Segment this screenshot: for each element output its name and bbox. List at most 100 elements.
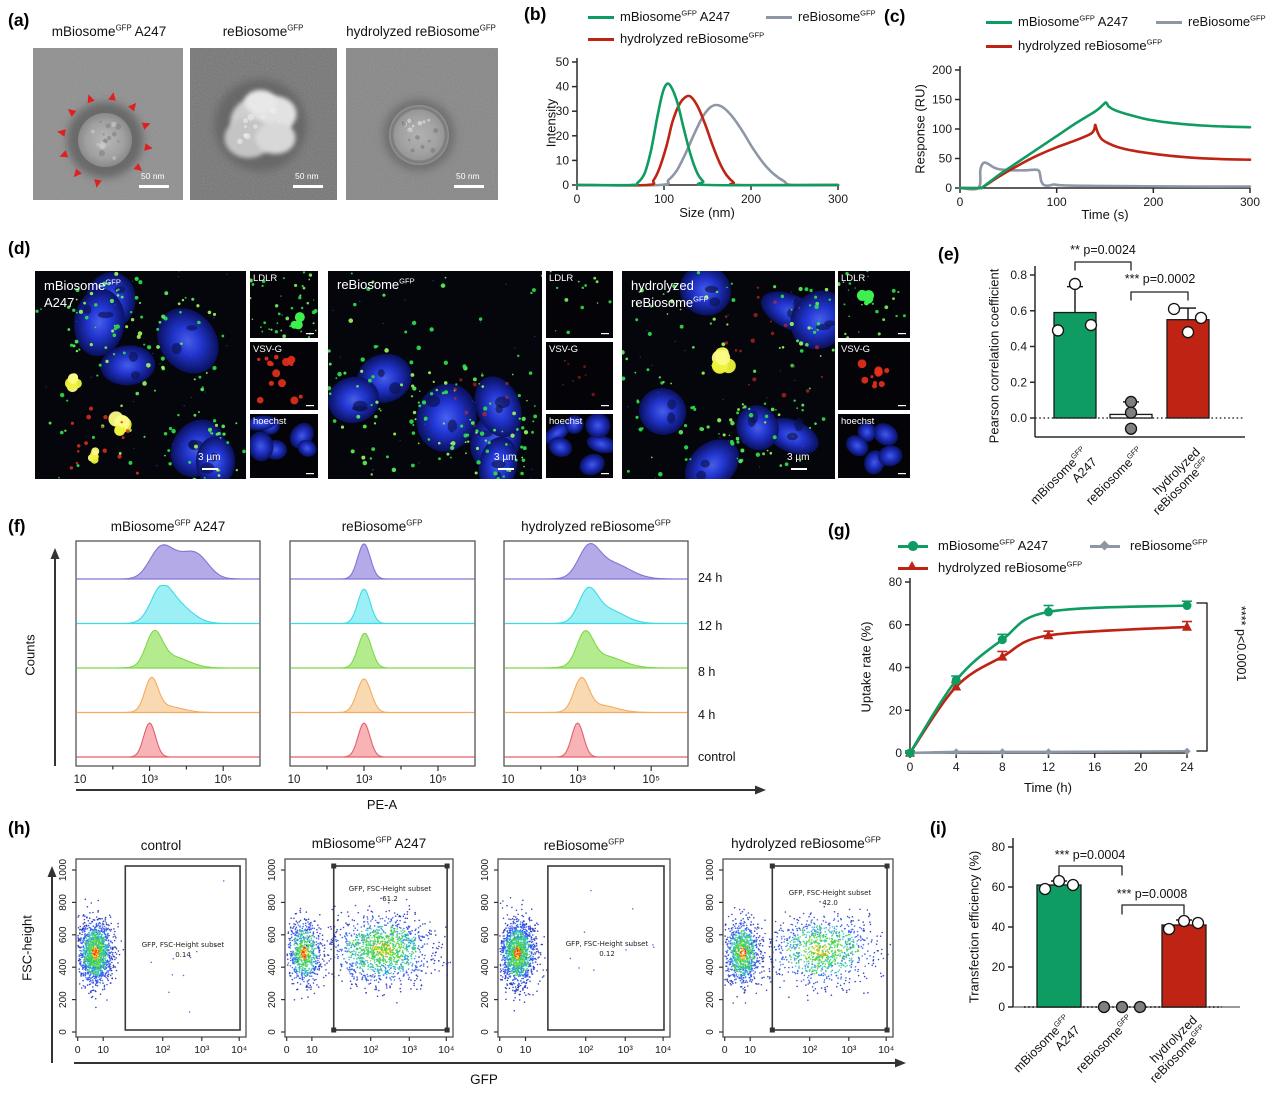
svg-text:20: 20 — [889, 703, 903, 717]
svg-text:0.0: 0.0 — [1010, 411, 1027, 425]
svg-text:60: 60 — [992, 880, 1006, 894]
legend-swatch-gray — [766, 16, 792, 20]
svg-text:100: 100 — [1047, 195, 1067, 209]
svg-text:20: 20 — [1134, 760, 1148, 774]
em-title-mbiosome: mBiosomeGFP A247 — [51, 23, 167, 39]
svg-text:0: 0 — [58, 1029, 69, 1035]
gate-value-4: 42.0 — [822, 899, 838, 907]
gate-label-1: GFP, FSC-Height subset — [141, 941, 225, 949]
i-ylabel: Transfection efficiency (%) — [966, 850, 982, 1004]
g-xlabel: Time (h) — [1024, 780, 1072, 795]
inset-hoechst-2 — [546, 414, 613, 478]
svg-text:200: 200 — [932, 63, 952, 77]
g-ylabel: Uptake rate (%) — [858, 621, 874, 713]
i-sig-1: *** p=0.0004 — [1054, 848, 1126, 862]
gate-value-1: 0.14 — [175, 951, 191, 959]
scatter-dots-4 — [724, 901, 892, 1004]
legend-marker-circle — [908, 541, 918, 551]
svg-text:10²: 10² — [363, 1044, 379, 1056]
svg-text:0: 0 — [75, 1044, 81, 1056]
svg-text:0: 0 — [480, 1029, 491, 1035]
svg-text:100: 100 — [654, 192, 674, 206]
scalebar-3 — [454, 185, 484, 188]
chart-e: 0.0 0.2 0.4 0.6 0.8 — [1010, 261, 1245, 438]
svg-text:80: 80 — [889, 575, 903, 589]
f-row-control: control — [698, 750, 736, 764]
svg-text:10²: 10² — [802, 1044, 818, 1056]
legend-swatch-gray — [1156, 21, 1182, 25]
f-row-12h: 12 h — [698, 619, 723, 633]
svg-text:0.4: 0.4 — [1010, 340, 1027, 354]
svg-text:10⁴: 10⁴ — [231, 1044, 247, 1056]
svg-text:40: 40 — [556, 80, 570, 94]
svg-text:40: 40 — [889, 661, 903, 675]
f-title-1: mBiosomeGFP A247 — [110, 518, 226, 534]
svg-text:4: 4 — [953, 760, 960, 774]
svg-text:8: 8 — [999, 760, 1006, 774]
svg-text:0: 0 — [907, 760, 914, 774]
svg-text:800: 800 — [267, 894, 278, 911]
gate-value-2: 61.2 — [382, 895, 398, 903]
legend-c-rebiosome: reBiosomeGFP — [1188, 13, 1266, 29]
svg-text:0: 0 — [705, 1029, 716, 1035]
h-ylabel: FSC-height — [19, 915, 35, 981]
inset-hoechst-3 — [838, 414, 910, 478]
svg-text:800: 800 — [58, 894, 69, 911]
f-row-8h: 8 h — [698, 665, 716, 679]
svg-text:10⁵: 10⁵ — [214, 774, 232, 786]
svg-text:10³: 10³ — [569, 774, 586, 786]
c-ylabel: Response (RU) — [912, 84, 928, 174]
inset-ldlr-2 — [546, 271, 613, 338]
svg-text:20: 20 — [992, 960, 1006, 974]
svg-text:0: 0 — [562, 178, 569, 192]
svg-text:400: 400 — [705, 958, 716, 975]
chart-b: 0 10 20 30 40 50 0 100 200 300 — [556, 55, 849, 206]
f-xlabel: PE-A — [366, 797, 398, 812]
gate-value-3: 0.12 — [599, 950, 615, 958]
svg-text:100: 100 — [932, 122, 952, 136]
svg-text:10³: 10³ — [841, 1044, 857, 1056]
confocal-scalebar-label-1: 3 µm — [198, 452, 221, 463]
svg-text:0: 0 — [267, 1029, 278, 1035]
panel-g-label: (g) — [828, 520, 851, 540]
svg-text:0.6: 0.6 — [1010, 304, 1027, 318]
confocal-label-1: mBiosomeGFP A247 — [44, 277, 121, 310]
scatter-dots-3 — [499, 889, 655, 1012]
chart-g: 0 20 40 60 80 0 4 8 12 16 20 24 — [889, 575, 1208, 774]
f-title-2: reBiosomeGFP — [341, 518, 423, 534]
legend-b-hydrolyzed: hydrolyzed reBiosomeGFP — [620, 30, 765, 46]
inset-vsvg-3 — [838, 342, 910, 410]
scalebar-label-1: 50 nm — [141, 171, 165, 181]
svg-text:10: 10 — [556, 153, 570, 167]
h-title-control: control — [140, 838, 182, 853]
svg-text:0: 0 — [284, 1044, 290, 1056]
inset-label-vsvg: VSV-G — [841, 344, 871, 355]
svg-text:10³: 10³ — [141, 774, 158, 786]
confocal-main-3 — [622, 271, 835, 479]
svg-text:10: 10 — [97, 1044, 109, 1056]
svg-text:200: 200 — [267, 991, 278, 1008]
legend-b-rebiosome: reBiosomeGFP — [798, 8, 876, 24]
f-ylabel: Counts — [22, 634, 38, 676]
svg-text:400: 400 — [480, 958, 491, 975]
svg-text:10³: 10³ — [618, 1044, 634, 1056]
svg-text:0: 0 — [998, 1000, 1005, 1014]
svg-text:300: 300 — [1240, 195, 1260, 209]
svg-text:150: 150 — [932, 93, 952, 107]
svg-text:0: 0 — [574, 192, 581, 206]
em-image-1 — [33, 48, 183, 200]
svg-text:80: 80 — [992, 840, 1006, 854]
legend-c-hydrolyzed: hydrolyzed reBiosomeGFP — [1018, 37, 1163, 53]
chart-i: 0 20 40 60 80 — [992, 838, 1240, 1014]
svg-text:20: 20 — [556, 129, 570, 143]
scalebar-2 — [293, 185, 323, 188]
svg-text:200: 200 — [480, 991, 491, 1008]
h-xlabel: GFP — [470, 1072, 498, 1087]
svg-text:50: 50 — [556, 55, 570, 69]
inset-ldlr-1 — [250, 271, 318, 338]
inset-label-hoechst: hoechst — [253, 416, 287, 427]
svg-text:12: 12 — [1042, 760, 1056, 774]
svg-text:30: 30 — [556, 104, 570, 118]
